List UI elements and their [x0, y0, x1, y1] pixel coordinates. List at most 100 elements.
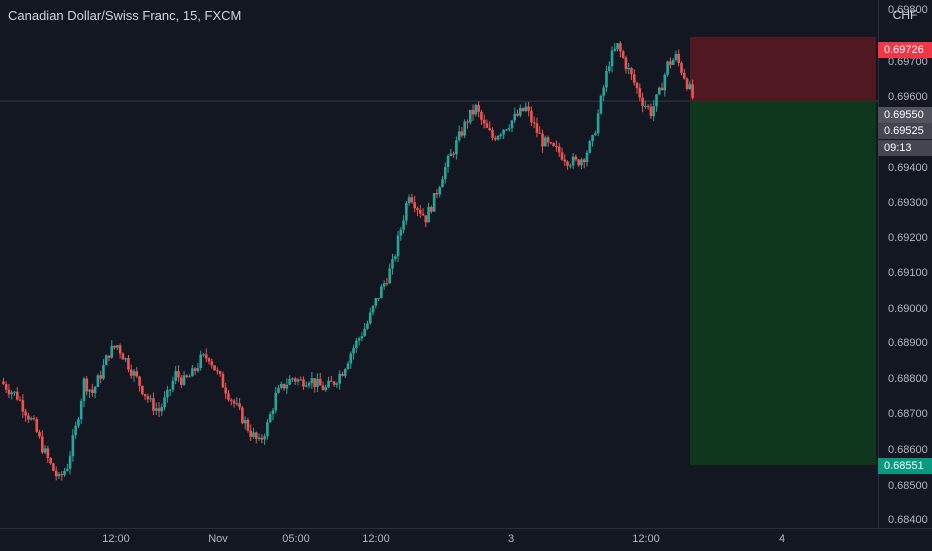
take-profit-price-tag: 0.68551 — [878, 458, 932, 474]
candle-body — [427, 206, 430, 223]
candle-body — [285, 384, 289, 389]
candle-body — [177, 371, 180, 378]
candle-body — [513, 113, 517, 121]
candle-body — [416, 208, 419, 210]
candle-body — [204, 354, 208, 359]
candle-body — [555, 145, 558, 147]
candle-body — [49, 457, 52, 464]
candle-body — [154, 408, 158, 411]
price-tick-label: 0.68400 — [888, 514, 928, 526]
candle-body — [346, 363, 350, 370]
candle-body — [93, 386, 97, 394]
candle-body — [179, 377, 183, 385]
candle-body — [193, 368, 197, 371]
candle-body — [488, 127, 492, 131]
candle-body — [43, 448, 47, 453]
candle-body — [163, 397, 166, 407]
candle-body — [310, 378, 314, 384]
candle-body — [271, 410, 275, 415]
candle-body — [438, 187, 442, 195]
candle-body — [530, 110, 533, 123]
candle-body — [599, 95, 603, 114]
candle-body — [510, 120, 514, 129]
candle-body — [199, 354, 203, 368]
take-profit-zone — [690, 101, 876, 465]
candle-body — [88, 389, 91, 392]
candle-body — [196, 367, 200, 371]
candle-body — [4, 384, 8, 390]
price-tick-label: 0.68500 — [888, 480, 928, 492]
candle-body — [410, 197, 414, 203]
candle-body — [655, 94, 658, 107]
price-tick-label: 0.68800 — [888, 373, 928, 385]
candle-body — [316, 378, 319, 388]
candle-body — [588, 141, 592, 153]
candle-body — [241, 407, 244, 424]
candle-body — [288, 378, 291, 385]
candle-body — [474, 105, 478, 115]
candle-body — [113, 345, 116, 348]
candle-body — [630, 68, 633, 75]
candle-body — [166, 389, 169, 398]
time-axis[interactable] — [0, 528, 932, 551]
candle-body — [127, 358, 130, 370]
candle-body — [260, 437, 264, 440]
candle-body — [380, 286, 383, 299]
stop-loss-zone — [690, 36, 876, 102]
candle-body — [652, 106, 656, 117]
bar-countdown: 09:13 — [878, 140, 932, 156]
candle-body — [68, 456, 72, 469]
currency-button[interactable]: CHF — [892, 8, 918, 22]
candle-body — [235, 403, 239, 405]
candle-body — [27, 415, 30, 420]
candle-body — [57, 474, 61, 477]
symbol-title[interactable]: Canadian Dollar/Swiss Franc, 15, FXCM — [8, 8, 242, 23]
candle-body — [96, 375, 100, 387]
candle-body — [168, 389, 172, 391]
candle-body — [580, 159, 583, 166]
candle-body — [277, 387, 280, 393]
time-tick-label: 05:00 — [282, 533, 310, 545]
candle-body — [152, 398, 155, 411]
candle-body — [505, 129, 508, 131]
candle-body — [116, 345, 119, 348]
candle-body — [674, 53, 678, 60]
candle-body — [282, 383, 286, 389]
candle-body — [657, 87, 661, 95]
candle-body — [393, 256, 397, 260]
candle-body — [610, 50, 614, 67]
candle-body — [355, 340, 358, 349]
candle-body — [616, 43, 619, 50]
candle-body — [682, 72, 686, 79]
candle-body — [507, 128, 511, 130]
candle-body — [15, 391, 19, 400]
candle-body — [104, 355, 108, 365]
candle-body — [691, 84, 694, 98]
candle-body — [149, 398, 152, 400]
candle-body — [266, 422, 269, 437]
candle-body — [368, 312, 372, 324]
candle-body — [449, 153, 453, 157]
candle-body — [32, 418, 36, 420]
chart-area[interactable]: Canadian Dollar/Swiss Franc, 15, FXCM — [0, 0, 878, 528]
price-axis[interactable]: 0.698000.697000.696000.695000.694000.693… — [878, 0, 932, 528]
candle-body — [24, 411, 27, 416]
candle-body — [677, 53, 681, 63]
candle-body — [224, 387, 228, 394]
candle-body — [460, 131, 464, 136]
candle-body — [569, 165, 572, 167]
candle-body — [421, 213, 425, 216]
candle-body — [619, 43, 622, 52]
candle-body — [257, 437, 261, 439]
candle-body — [646, 105, 650, 107]
candle-body — [118, 345, 122, 354]
price-tick-label: 0.69200 — [888, 232, 928, 244]
candle-body — [54, 470, 58, 477]
candle-body — [582, 159, 586, 163]
candle-body — [157, 408, 161, 412]
candlestick-chart[interactable] — [0, 0, 878, 528]
candle-body — [91, 389, 94, 394]
candle-body — [229, 399, 233, 401]
candle-body — [452, 153, 455, 155]
current-price-tag: 0.69525 — [878, 123, 932, 139]
